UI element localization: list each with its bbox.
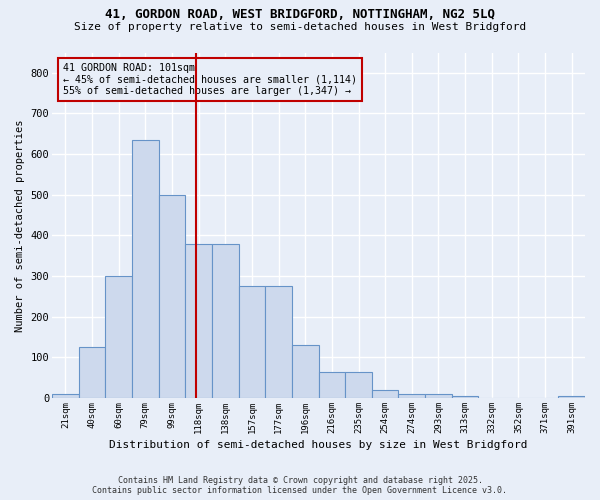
Bar <box>132 140 158 398</box>
Bar <box>452 396 478 398</box>
Bar <box>158 195 185 398</box>
Bar <box>106 276 132 398</box>
Bar <box>239 286 265 398</box>
Bar <box>52 394 79 398</box>
Text: Size of property relative to semi-detached houses in West Bridgford: Size of property relative to semi-detach… <box>74 22 526 32</box>
Y-axis label: Number of semi-detached properties: Number of semi-detached properties <box>15 119 25 332</box>
Bar <box>372 390 398 398</box>
Text: 41, GORDON ROAD, WEST BRIDGFORD, NOTTINGHAM, NG2 5LQ: 41, GORDON ROAD, WEST BRIDGFORD, NOTTING… <box>105 8 495 20</box>
Text: Contains HM Land Registry data © Crown copyright and database right 2025.
Contai: Contains HM Land Registry data © Crown c… <box>92 476 508 495</box>
X-axis label: Distribution of semi-detached houses by size in West Bridgford: Distribution of semi-detached houses by … <box>109 440 528 450</box>
Bar <box>559 396 585 398</box>
Bar <box>398 394 425 398</box>
Bar <box>212 244 239 398</box>
Bar <box>185 244 212 398</box>
Bar <box>345 372 372 398</box>
Bar <box>292 345 319 398</box>
Bar <box>425 394 452 398</box>
Bar <box>265 286 292 398</box>
Bar <box>319 372 345 398</box>
Text: 41 GORDON ROAD: 101sqm
← 45% of semi-detached houses are smaller (1,114)
55% of : 41 GORDON ROAD: 101sqm ← 45% of semi-det… <box>63 63 357 96</box>
Bar <box>79 347 106 398</box>
